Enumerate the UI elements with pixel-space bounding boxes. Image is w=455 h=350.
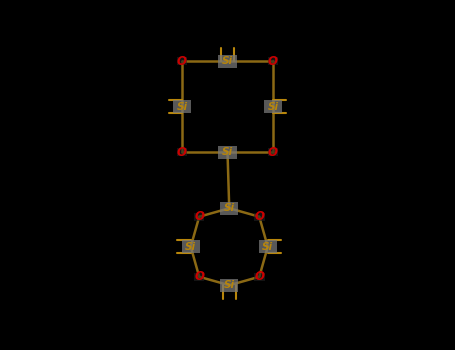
Text: O: O xyxy=(194,210,204,223)
Bar xyxy=(173,100,191,113)
Text: O: O xyxy=(254,270,264,283)
Bar xyxy=(177,148,187,156)
Text: O: O xyxy=(177,146,187,159)
Text: O: O xyxy=(268,55,278,68)
Text: Si: Si xyxy=(268,102,278,112)
Bar xyxy=(254,212,264,221)
Text: Si: Si xyxy=(262,242,273,252)
Text: O: O xyxy=(268,146,278,159)
Bar xyxy=(220,202,238,215)
Text: Si: Si xyxy=(222,56,233,66)
Bar xyxy=(220,279,238,292)
Text: Si: Si xyxy=(177,102,187,112)
Bar xyxy=(194,212,204,221)
Text: O: O xyxy=(194,270,204,283)
Text: O: O xyxy=(177,55,187,68)
Text: Si: Si xyxy=(224,280,235,290)
Bar xyxy=(268,148,278,156)
Bar xyxy=(268,57,278,65)
Text: O: O xyxy=(254,210,264,223)
Text: Si: Si xyxy=(224,203,235,213)
Bar xyxy=(177,57,187,65)
Bar xyxy=(218,146,237,159)
Bar xyxy=(182,240,200,253)
Bar xyxy=(194,273,204,281)
Bar xyxy=(218,55,237,68)
Text: Si: Si xyxy=(222,147,233,157)
Bar xyxy=(264,100,282,113)
Text: Si: Si xyxy=(185,242,196,252)
Bar xyxy=(258,240,277,253)
Bar xyxy=(254,273,264,281)
